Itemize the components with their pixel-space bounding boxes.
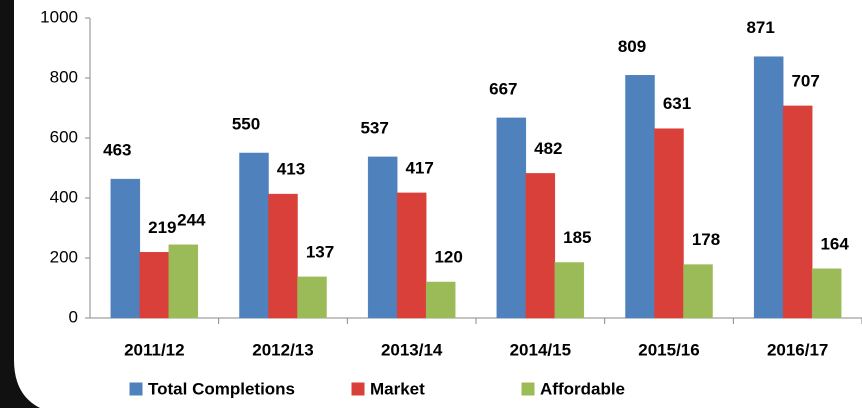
bar [239,152,269,319]
bar [425,281,456,319]
bar [683,264,713,319]
bar [782,105,813,319]
data-label: 185 [563,228,591,247]
data-label: 707 [791,71,819,90]
bar [139,252,170,319]
legend-label: Total Completions [148,379,295,398]
bar [496,117,527,319]
y-tick-label: 0 [69,307,78,326]
data-label: 667 [489,79,517,98]
x-tick-label: 2014/15 [510,340,571,359]
data-label: 120 [434,247,462,266]
x-tick-label: 2016/17 [767,340,828,359]
bar [367,156,398,319]
y-tick-label: 200 [50,247,78,266]
bar [268,193,298,319]
data-label: 463 [103,141,131,160]
data-label: 137 [306,242,334,261]
bar [396,192,427,319]
data-label: 417 [405,158,433,177]
data-label: 809 [618,37,646,56]
legend-swatch [129,382,143,396]
legend-swatch [351,382,365,396]
legend-swatch [521,382,535,396]
bar [110,178,141,319]
data-label: 219 [148,218,176,237]
data-label: 550 [232,114,260,133]
y-tick-label: 600 [50,127,78,146]
data-label: 482 [534,139,562,158]
y-tick-label: 800 [50,67,78,86]
bar [811,268,842,319]
x-tick-label: 2011/12 [124,340,185,359]
data-label: 631 [663,94,691,113]
data-label: 244 [177,210,206,229]
bar [654,128,684,319]
bar [554,262,585,319]
frame-edge [0,0,40,408]
y-tick-label: 1000 [40,7,78,26]
bar [625,75,655,319]
bar [297,276,327,319]
bar [753,56,784,319]
x-tick-label: 2013/14 [381,340,443,359]
legend-label: Affordable [540,379,625,398]
data-label: 164 [820,234,849,253]
x-tick-label: 2012/13 [252,340,313,359]
data-label: 537 [360,118,388,137]
bar [168,244,199,319]
legend-label: Market [370,379,425,398]
y-tick-label: 400 [50,187,78,206]
data-label: 871 [746,18,774,37]
data-label: 413 [277,160,305,179]
data-label: 178 [692,230,720,249]
bar [525,173,556,319]
x-tick-label: 2015/16 [638,340,699,359]
